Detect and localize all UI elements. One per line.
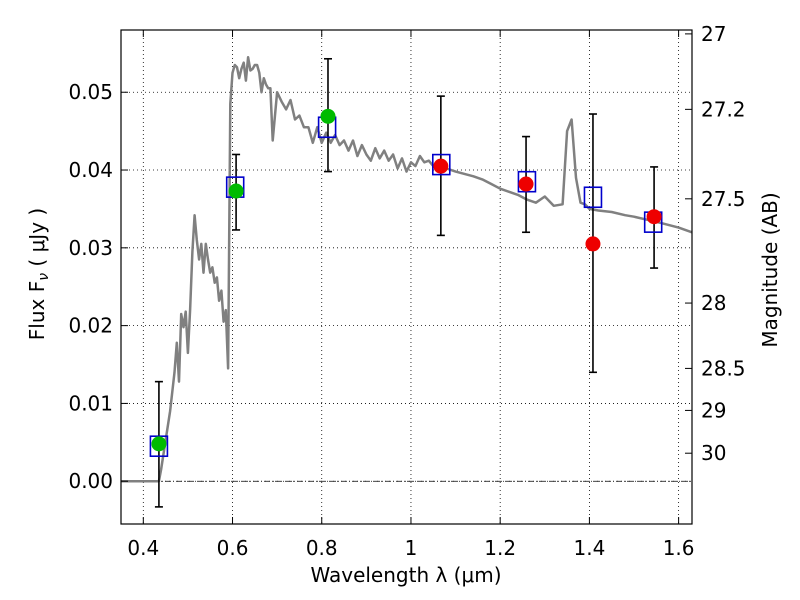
open-square-marker [517,170,537,193]
right-axis-ticks: 27 27.2 27.5 28 28.5 29 30 [685,22,746,465]
x-tick-label: 1.6 [663,536,695,560]
open-square-marker [583,186,603,209]
y2-axis-label-group: Magnitude (AB) [758,192,782,347]
data-markers [149,108,663,458]
y2-tick-label: 28.5 [701,356,746,380]
y2-axis-label: Magnitude (AB) [758,192,782,347]
y-axis-label-group: Flux Fν ( μJy ) [25,208,52,340]
y2-tick-label: 27.5 [701,187,746,211]
y-tick-label: 0.01 [68,391,113,415]
x-axis-ticks: 0.4 0.6 0.8 1 1.2 1.4 1.6 [127,30,695,560]
x-axis-label: Wavelength λ (μm) [310,563,501,587]
y-axis-ticks: 0.00 0.01 0.02 0.03 0.04 0.05 [68,80,128,493]
x-tick-label: 1.4 [573,536,605,560]
y2-tick-label: 29 [701,398,726,422]
y2-tick-label: 27 [701,22,726,46]
y2-tick-label: 27.2 [701,97,746,121]
y2-tick-label: 28 [701,291,726,315]
y2-tick-label: 30 [701,441,726,465]
x-tick-label: 1 [405,536,418,560]
open-square-marker [431,153,451,176]
x-tick-label: 1.2 [484,536,516,560]
circle-marker [518,176,534,192]
y-tick-label: 0.00 [68,469,113,493]
circle-marker [228,183,244,199]
x-tick-label: 0.8 [306,536,338,560]
y-tick-label: 0.04 [68,158,113,182]
y-tick-label: 0.03 [68,236,113,260]
y-axis-label: Flux Fν ( μJy ) [25,208,52,340]
plot-frame [120,29,693,525]
y-tick-label: 0.05 [68,80,113,104]
circle-marker [433,158,449,174]
open-square-marker [149,435,169,458]
circle-marker [585,236,601,252]
x-tick-label: 0.4 [127,536,159,560]
model-spectrum-line [121,55,692,483]
circle-marker [320,108,336,124]
x-tick-label: 0.6 [217,536,249,560]
circle-marker [151,436,167,452]
grid [121,30,692,524]
y-tick-label: 0.02 [68,314,113,338]
circle-marker [646,209,662,225]
